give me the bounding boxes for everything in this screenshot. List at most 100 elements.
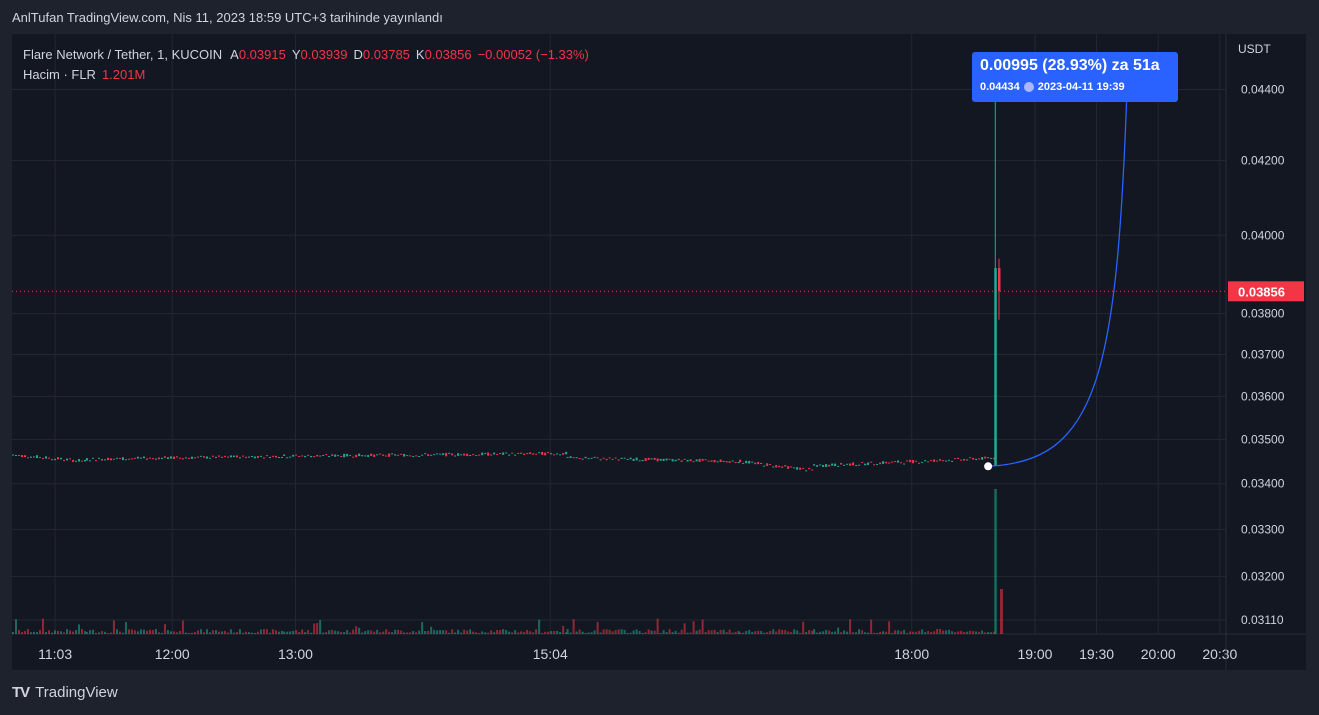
volume-bar [751,632,754,634]
candle [831,463,834,466]
volume-bar [897,630,900,634]
tradingview-logo[interactable]: TV TradingView [12,684,118,701]
candle [701,458,704,461]
volume-bar [629,632,632,634]
candle [858,464,861,466]
volume-bar [731,632,734,634]
volume-bar [109,632,112,634]
volume-row: Hacim · FLR 1.201M [23,65,589,85]
candle [199,455,202,457]
volume-bar [885,631,888,634]
candle [879,462,882,465]
candle [671,459,674,462]
candle [241,455,244,457]
candle [811,469,814,471]
volume-bar [349,632,352,634]
candle [193,457,196,459]
volume-bar [406,632,409,634]
chart-frame[interactable]: 0.04400 0.04200 0.04000 0.03800 0.03700 0.036… [12,34,1306,670]
candle [148,457,151,459]
candle [683,458,686,460]
volume-bar [502,629,505,634]
candle [181,458,184,460]
candle [487,452,490,456]
volume-bar [139,629,142,634]
volume-bar [689,632,692,634]
volume-bar [42,618,44,634]
candle [27,457,29,459]
candle [391,453,394,455]
candle [442,453,445,455]
candle [945,460,948,462]
candle [849,463,852,466]
volume-bar [831,631,834,634]
candle [39,457,41,459]
volume-bar [94,632,97,634]
volume-bar [867,632,870,634]
candle [163,456,166,458]
volume-bar [259,629,262,634]
candle [748,460,751,464]
candle [918,462,921,464]
volume-bar [24,631,26,634]
volume-bar [876,632,879,634]
candle [757,461,760,465]
candle [232,455,235,458]
candle [665,458,668,461]
candle [526,453,529,455]
volume-bar [418,630,421,634]
volume-bar [451,629,454,634]
candle [310,455,313,458]
candle [397,454,400,456]
symbol-label[interactable]: Flare Network / Tether, 1, KUCOIN [23,47,223,62]
y-tick-label: 0.04400 [1241,83,1285,97]
price-chart[interactable]: 0.04400 0.04200 0.04000 0.03800 0.03700 0.036… [12,34,1306,670]
y-tick-label: 0.03600 [1241,389,1285,403]
candle [511,452,514,454]
candle [15,455,17,457]
volume-bar [373,631,376,634]
candle [623,457,626,459]
candle [298,456,301,458]
candle [295,454,298,456]
candle [659,458,662,461]
candle [63,460,65,462]
candle [957,457,960,459]
candle [861,461,864,463]
candle [499,453,502,455]
volume-label[interactable]: Hacim · FLR [23,67,96,82]
candle [544,452,547,456]
candle [644,458,647,462]
volume-bar [936,629,939,634]
volume-bar [532,632,535,634]
low-label: D [353,47,363,62]
candle [538,452,541,454]
candle [933,459,936,462]
volume-bar [556,630,559,634]
volume-bar [175,632,178,634]
y-tick-label: 0.04000 [1241,228,1285,242]
candle [75,460,77,462]
candle [581,458,584,460]
candle [575,457,578,459]
volume-bar [520,631,523,634]
volume-bar [969,630,972,634]
currency-label[interactable]: USDT [1238,42,1271,56]
volume-bar [310,632,313,634]
volume-bar [737,630,740,634]
candle [930,460,933,462]
candle [775,465,778,468]
candle [33,456,35,458]
volume-bar [196,630,199,634]
volume-bar [828,630,831,634]
volume-bar [217,631,220,634]
candle [909,459,912,463]
volume-bar [151,630,154,634]
volume-bar [745,630,748,634]
volume-bar [608,629,611,634]
volume-bar [376,629,379,634]
candle [427,454,430,456]
volume-bar [313,623,316,634]
volume-bar [361,632,364,634]
candle [978,458,981,460]
